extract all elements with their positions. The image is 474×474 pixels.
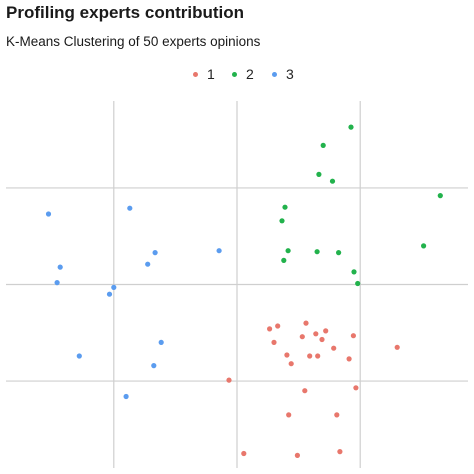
- data-point-cluster-1-7: [315, 353, 321, 359]
- data-point-cluster-1-5: [350, 333, 356, 339]
- data-point-cluster-1-17: [302, 388, 308, 394]
- data-point-cluster-2-9: [314, 249, 320, 255]
- data-point-cluster-3-6: [57, 264, 63, 270]
- data-point-cluster-1-22: [241, 450, 247, 457]
- data-point-cluster-1-11: [271, 339, 277, 345]
- legend: 1 2 3: [0, 65, 474, 83]
- legend-item-1: 1: [193, 65, 215, 83]
- data-point-cluster-1-18: [334, 412, 340, 418]
- data-point-cluster-3-9: [106, 291, 113, 297]
- data-point-cluster-1-9: [346, 356, 352, 362]
- data-point-cluster-1-10: [394, 344, 400, 350]
- data-point-cluster-1-4: [323, 328, 329, 334]
- data-point-cluster-2-15: [355, 280, 361, 287]
- data-point-cluster-2-5: [437, 193, 443, 199]
- data-point-cluster-3-13: [123, 393, 129, 400]
- data-point-cluster-3-2: [127, 205, 133, 211]
- data-point-cluster-3-8: [111, 284, 117, 290]
- data-point-cluster-1-24: [226, 377, 232, 383]
- data-point-cluster-3-3: [152, 250, 158, 256]
- legend-item-3: 3: [272, 65, 294, 83]
- data-point-cluster-2-3: [316, 171, 322, 177]
- legend-item-2: 2: [232, 65, 254, 83]
- data-point-cluster-1-1: [275, 323, 281, 329]
- data-point-cluster-2-7: [279, 218, 285, 224]
- data-point-cluster-3-11: [76, 353, 82, 359]
- data-point-cluster-2-2: [348, 124, 354, 130]
- dot-icon: [232, 71, 237, 77]
- data-point-cluster-2-8: [285, 248, 291, 254]
- data-point-cluster-1-21: [337, 449, 343, 455]
- data-point-cluster-3-4: [145, 261, 151, 267]
- data-point-cluster-2-14: [351, 269, 357, 275]
- chart-subtitle: K-Means Clustering of 50 experts opinion…: [6, 34, 261, 49]
- data-point-cluster-3-1: [45, 211, 52, 217]
- chart-title: Profiling experts contribution: [6, 3, 245, 22]
- data-point-cluster-2-1: [320, 142, 326, 148]
- data-point-cluster-2-11: [281, 257, 287, 263]
- data-point-cluster-1-16: [288, 361, 294, 367]
- data-points: [45, 124, 443, 458]
- data-point-cluster-1-2: [299, 334, 305, 340]
- data-point-cluster-1-14: [303, 320, 309, 326]
- data-point-cluster-1-12: [307, 353, 313, 359]
- data-point-cluster-3-5: [216, 248, 222, 254]
- data-point-cluster-1-3: [331, 345, 337, 351]
- data-point-cluster-2-10: [336, 250, 342, 256]
- data-point-cluster-3-10: [158, 339, 164, 345]
- legend-label-3: 3: [286, 66, 294, 82]
- data-point-cluster-2-4: [329, 178, 336, 184]
- data-point-cluster-3-12: [151, 363, 157, 369]
- grid: [6, 101, 468, 468]
- data-point-cluster-1-20: [353, 385, 359, 391]
- data-point-cluster-1-6: [284, 352, 290, 358]
- data-point-cluster-3-7: [54, 280, 60, 286]
- data-point-cluster-1-8: [267, 326, 273, 332]
- data-point-cluster-1-19: [286, 412, 292, 418]
- dot-icon: [193, 71, 198, 77]
- legend-label-2: 2: [246, 66, 254, 82]
- data-point-cluster-2-6: [282, 204, 288, 210]
- data-point-cluster-2-12: [421, 243, 427, 249]
- dot-icon: [272, 71, 277, 77]
- legend-label-1: 1: [207, 66, 215, 82]
- data-point-cluster-1-23: [294, 452, 300, 458]
- data-point-cluster-1-15: [313, 331, 319, 337]
- data-point-cluster-1-13: [319, 336, 325, 343]
